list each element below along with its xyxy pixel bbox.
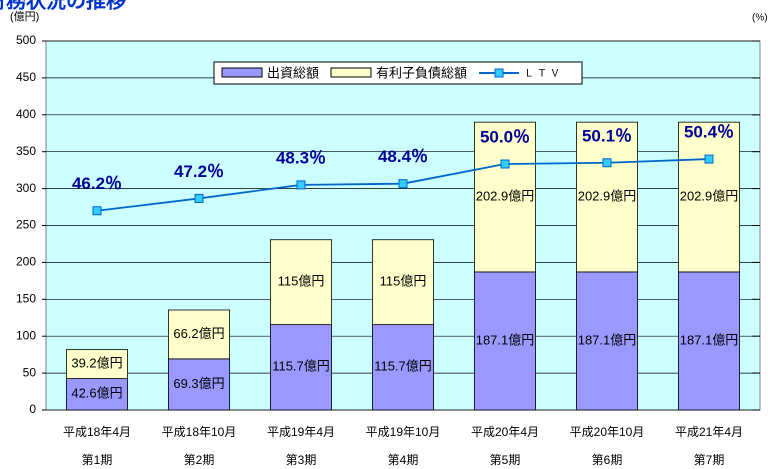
y2-axis-label: (%) — [752, 13, 768, 24]
legend-label: 有利子負債総額 — [376, 65, 467, 80]
x-tick-label: 平成19年4月 — [267, 425, 335, 439]
bar-segment — [576, 271, 639, 411]
bar-segment — [473, 271, 536, 411]
data-label: 47.2％ — [174, 162, 224, 181]
bar-segment — [66, 349, 129, 379]
x-period-label: 第3期 — [286, 453, 317, 467]
legend-swatch — [221, 67, 263, 78]
y-tick-label: 100 — [16, 328, 36, 342]
data-label: 187.1億円 — [680, 332, 739, 347]
data-label: 202.9億円 — [578, 188, 637, 203]
bar-segment — [167, 358, 230, 411]
data-label: 39.2億円 — [71, 356, 122, 371]
x-period-label: 第7期 — [694, 453, 725, 467]
y-axis-label: (億円) — [10, 10, 39, 23]
data-label: 69.3億円 — [173, 376, 224, 391]
y-tick-label: 0 — [29, 402, 36, 416]
line-marker — [194, 193, 204, 203]
bar-segment — [371, 324, 434, 411]
x-period-label: 第6期 — [592, 453, 623, 467]
data-label: 48.4％ — [378, 147, 428, 166]
legend-marker — [494, 68, 504, 78]
data-label: 202.9億円 — [476, 188, 535, 203]
x-tick-label: 平成20年10月 — [570, 425, 645, 439]
line-marker — [296, 180, 306, 190]
x-period-label: 第1期 — [82, 453, 113, 467]
bar-segment — [66, 378, 129, 411]
data-label: 66.2億円 — [173, 326, 224, 341]
x-tick-label: 平成20年4月 — [471, 425, 539, 439]
x-period-label: 第4期 — [388, 453, 419, 467]
line-marker — [92, 206, 102, 216]
legend-label: ＬＴＶ — [524, 69, 563, 80]
data-label: 50.0％ — [480, 127, 530, 146]
y-tick-label: 250 — [16, 218, 36, 232]
y-tick-label: 350 — [16, 144, 36, 158]
bar-segment — [473, 121, 536, 273]
data-label: 50.1％ — [582, 126, 632, 145]
bar-segment — [269, 239, 332, 326]
x-period-label: 第2期 — [184, 453, 215, 467]
data-label: 115億円 — [380, 274, 427, 289]
line-marker — [398, 179, 408, 189]
y-tick-label: 150 — [16, 291, 36, 305]
line-marker — [704, 154, 714, 164]
chart-title: 財務状況の推移 — [0, 0, 126, 12]
legend-swatch — [330, 67, 372, 78]
bar-segment — [167, 309, 230, 360]
x-tick-label: 平成21年4月 — [675, 425, 743, 439]
data-label: 115.7億円 — [272, 359, 330, 374]
y-tick-label: 450 — [16, 70, 36, 84]
x-tick-label: 平成18年10月 — [162, 425, 237, 439]
data-label: 115億円 — [278, 274, 325, 289]
data-label: 50.4％ — [684, 123, 734, 142]
legend — [213, 61, 583, 85]
line-marker — [500, 159, 510, 169]
bar-segment — [678, 121, 741, 273]
y-tick-label: 400 — [16, 107, 36, 121]
y-tick-label: 500 — [16, 33, 36, 47]
data-label: 187.1億円 — [578, 332, 637, 347]
data-label: 48.3％ — [276, 148, 326, 167]
bar-segment — [576, 121, 639, 273]
bar-segment — [371, 239, 434, 326]
y-tick-label: 50 — [23, 365, 37, 379]
x-tick-label: 平成19年10月 — [366, 425, 441, 439]
legend-label: 出資総額 — [267, 65, 319, 80]
data-label: 42.6億円 — [71, 386, 122, 401]
data-label: 115.7億円 — [374, 359, 432, 374]
x-period-label: 第5期 — [490, 453, 521, 467]
data-label: 187.1億円 — [476, 332, 535, 347]
line-marker — [602, 158, 612, 168]
x-tick-label: 平成18年4月 — [63, 425, 131, 439]
y-tick-label: 300 — [16, 181, 36, 195]
y-tick-label: 200 — [16, 255, 36, 269]
data-label: 46.2％ — [72, 174, 122, 193]
data-label: 202.9億円 — [680, 188, 739, 203]
